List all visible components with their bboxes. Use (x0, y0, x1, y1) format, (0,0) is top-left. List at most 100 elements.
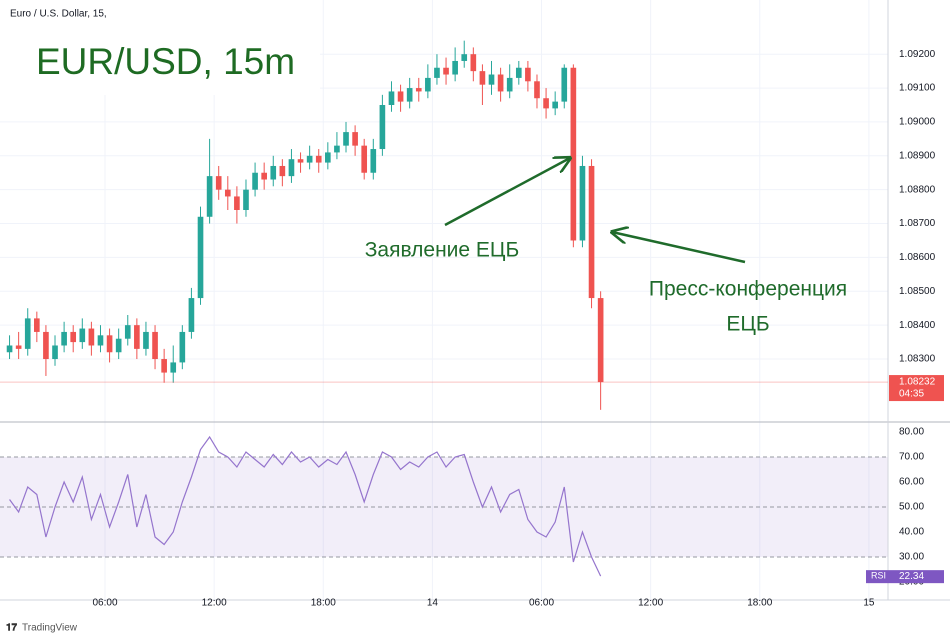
candle-body (197, 216, 204, 299)
candle-body (124, 325, 131, 339)
candle-body (434, 67, 440, 78)
y-tick-label: 1.09100 (899, 83, 936, 94)
y-tick-label: 70.00 (899, 452, 924, 463)
chart-title: EUR/USD, 15m (36, 41, 295, 82)
candle-body (279, 165, 286, 177)
last-price-label: 1.08232 (899, 377, 936, 388)
x-tick-label: 14 (427, 598, 439, 609)
y-tick-label: 1.08900 (899, 150, 936, 161)
candle-body (288, 159, 295, 177)
candle-body (252, 172, 258, 190)
candle-body (6, 345, 13, 353)
rsi-value-box (866, 570, 944, 584)
candle-body (370, 149, 377, 173)
arrow (444, 158, 570, 227)
candle-body (525, 67, 531, 82)
candle-body (552, 101, 558, 109)
countdown-label: 04:35 (899, 389, 924, 400)
candle-body (234, 196, 240, 210)
brand-logo: 𝟏𝟕 (6, 623, 18, 634)
arrow (612, 232, 746, 264)
candle-body (143, 331, 149, 349)
candle-body (88, 328, 95, 346)
annotation: ЕЦБ (726, 313, 769, 336)
y-tick-label: 1.08400 (899, 320, 936, 331)
candle-body (479, 71, 486, 85)
y-tick-label: 1.09200 (899, 49, 936, 60)
candle-body (79, 328, 86, 343)
candle-body (206, 176, 213, 217)
x-tick-label: 18:00 (311, 598, 336, 609)
candle-body (161, 359, 167, 373)
candle-body (379, 105, 386, 150)
y-tick-label: 50.00 (899, 502, 924, 513)
rsi-name: RSI (871, 571, 886, 581)
candle-body (506, 77, 513, 92)
y-tick-label: 1.08700 (899, 218, 936, 229)
candle-body (325, 152, 331, 163)
candle-body (270, 165, 277, 180)
rsi-line (9, 435, 602, 577)
candle-body (152, 331, 158, 360)
candle-body (15, 345, 22, 349)
candle-body (106, 335, 113, 353)
candle-body (443, 67, 449, 75)
candle-body (343, 132, 349, 146)
candle-body (543, 98, 549, 109)
candle-body (297, 159, 304, 163)
x-tick-label: 06:00 (93, 598, 118, 609)
y-tick-label: 30.00 (899, 552, 924, 563)
candle-body (170, 362, 177, 373)
x-tick-label: 12:00 (202, 598, 227, 609)
brand: TradingView (22, 623, 78, 634)
x-tick-label: 12:00 (638, 598, 663, 609)
y-tick-label: 80.00 (899, 427, 924, 438)
candle-body (306, 155, 313, 163)
candle-body (470, 54, 477, 72)
last-price-box (889, 375, 944, 402)
candle-body (361, 145, 368, 173)
candle-body (497, 74, 504, 92)
candle-body (534, 81, 540, 99)
y-tick-label: 1.08500 (899, 286, 936, 297)
candle-body (397, 91, 404, 102)
rsi-value: 22.34 (899, 571, 924, 582)
candle-body (570, 67, 577, 241)
y-tick-label: 1.08600 (899, 252, 936, 263)
title-backdrop (0, 0, 320, 95)
candle-body (179, 331, 186, 363)
subtitle: Euro / U.S. Dollar, 15, (10, 9, 107, 20)
candle-body (24, 318, 31, 349)
candle-body (452, 60, 458, 75)
candle-body (588, 165, 595, 299)
annotation: Пресс-конференция (649, 278, 847, 301)
y-tick-label: 1.08300 (899, 354, 936, 365)
candle-body (215, 176, 222, 190)
candle-body (34, 318, 40, 332)
candle-body (134, 325, 140, 349)
candle-body (425, 77, 431, 92)
y-tick-label: 1.09000 (899, 117, 936, 128)
y-tick-label: 1.08800 (899, 184, 936, 195)
candle-body (488, 74, 495, 85)
candle-body (243, 189, 249, 210)
candle-body (70, 331, 77, 343)
candle-body (224, 189, 231, 197)
candle-body (406, 88, 413, 102)
candle-body (52, 345, 58, 360)
candle-body (97, 335, 104, 346)
candle-body (515, 67, 522, 78)
x-tick-label: 15 (863, 598, 875, 609)
candle-body (115, 338, 122, 353)
candle-body (561, 67, 568, 102)
x-tick-label: 18:00 (747, 598, 772, 609)
candle-body (61, 331, 67, 346)
x-tick-label: 06:00 (529, 598, 554, 609)
candle-body (415, 88, 422, 92)
candle-body (579, 165, 586, 241)
y-tick-label: 40.00 (899, 527, 924, 538)
candle-body (352, 132, 358, 146)
candle-body (261, 172, 267, 180)
candle-body (188, 298, 195, 332)
